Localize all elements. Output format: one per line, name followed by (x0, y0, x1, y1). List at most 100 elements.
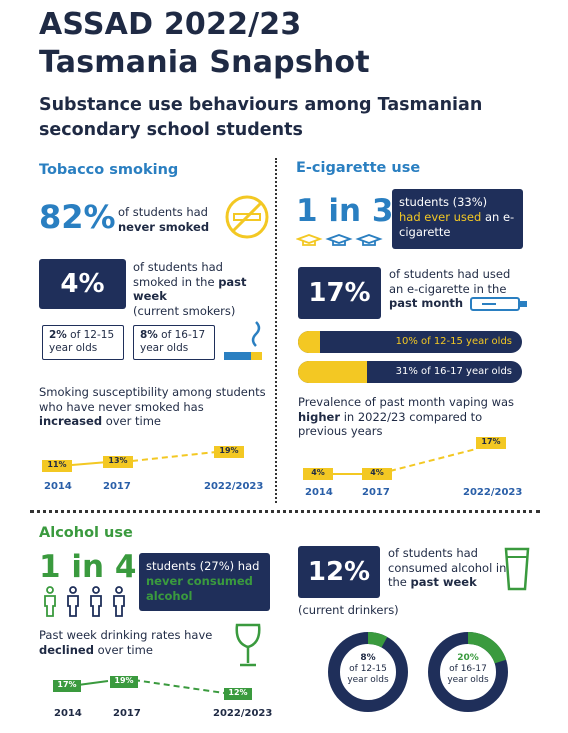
susceptibility-text: Smoking susceptibility among students wh… (39, 385, 269, 429)
past-month-ecig-value: 17% (308, 278, 371, 308)
vaping-trend-text-bold: higher (298, 409, 341, 424)
people-icons (40, 586, 132, 622)
drinking-trend-text-bold: declined (39, 642, 94, 657)
age-12-15-rest: of 12-15 year olds (49, 329, 115, 354)
drinking-2022-value: 12% (224, 688, 252, 700)
ecig-12-15-bar-fill (298, 331, 321, 353)
age-16-17-rest: of 16-17 year olds (140, 329, 206, 354)
donut-12-15 (328, 632, 408, 712)
vaping-trend-text: Prevalence of past month vaping was high… (298, 395, 528, 439)
never-consumed-highlight: never consumed alcohol (146, 574, 253, 603)
current-drinkers-note: (current drinkers) (298, 603, 399, 617)
past-month-ecig-box: 17% (298, 267, 381, 319)
vaping-2017-value: 4% (362, 468, 392, 480)
vaping-2022-value: 17% (476, 437, 506, 449)
never-consumed-alcohol-box: students (27%) had never consumed alcoho… (139, 553, 270, 611)
current-smokers-text-a: of students had (133, 260, 223, 274)
age-12-15-pct: 2% (49, 329, 67, 341)
page-title: ASSAD 2022/23 Tasmania Snapshot (39, 6, 370, 82)
vaping-trend-text-c: in 2022/23 compared to previous years (298, 409, 483, 439)
current-drinkers-text: of students had consumed alcohol in the … (388, 546, 508, 590)
never-smoked-text-b: never smoked (118, 219, 210, 234)
alcohol-ratio: 1 in 4 (39, 549, 137, 585)
current-smokers-text-b: smoked in the (133, 274, 215, 289)
vertical-divider (275, 158, 277, 503)
title-line-2: Tasmania Snapshot (39, 45, 370, 80)
ever-used-highlight: had ever used (399, 210, 482, 224)
smoking-trend-chart (71, 451, 217, 466)
never-smoked-text-a: of students had (118, 205, 208, 219)
smoking-2014-value: 11% (42, 460, 72, 472)
susceptibility-text-bold: increased (39, 414, 103, 428)
current-drinkers-text-a: of students had consumed alcohol in the (388, 546, 507, 589)
age-16-17-smoking: 8% of 16-17 year olds (133, 325, 215, 360)
susceptibility-text-a: Smoking susceptibility among students wh… (39, 385, 266, 414)
current-drinkers-box: 12% (298, 546, 380, 598)
donut-16-17-value: 20% (457, 653, 479, 663)
donut-16-17-arc (428, 632, 508, 712)
donut-12-15-text: 8% of 12-15 year olds (327, 653, 409, 686)
ecig-16-17-bar-fill (298, 361, 368, 383)
current-smokers-value: 4% (60, 269, 105, 299)
smoking-year-2017: 2017 (103, 481, 131, 492)
vape-icon (470, 296, 532, 316)
cigarette-icon (222, 320, 264, 370)
donut-12-15-value: 8% (360, 653, 376, 663)
ever-used-text-a: students (33%) (399, 195, 488, 209)
never-smoked-text: of students had never smoked (118, 205, 223, 234)
horizontal-divider (30, 510, 540, 513)
vaping-year-2014: 2014 (305, 487, 333, 498)
current-smokers-text: of students had smoked in the past week … (133, 260, 273, 318)
current-smokers-text-bold: past week (133, 274, 247, 304)
vaping-trend-text-a: Prevalence of past month vaping was (298, 395, 515, 409)
no-smoking-icon (223, 193, 271, 245)
current-smokers-box: 4% (39, 259, 126, 309)
smoking-year-2014: 2014 (44, 481, 72, 492)
smoking-2022-value: 19% (214, 446, 244, 458)
current-drinkers-value: 12% (307, 557, 371, 587)
ecig-ratio: 1 in 3 (296, 193, 394, 229)
ecig-heading: E-cigarette use (296, 160, 421, 176)
page-subtitle: Substance use behaviours among Tasmanian… (39, 95, 483, 140)
ecig-16-17-label: 31% of 16-17 year olds (395, 366, 512, 377)
never-smoked-stat: 82% (39, 198, 116, 236)
susceptibility-text-c: over time (105, 414, 162, 428)
ecig-12-15-label: 10% of 12-15 year olds (395, 336, 512, 347)
ever-used-ecig-box: students (33%) had ever used an e-cigare… (392, 189, 523, 249)
past-month-ecig-text-bold: past month (389, 296, 464, 310)
past-month-ecig-text-a: of students had used an e-cigarette in t… (389, 267, 511, 296)
donut-16-17-label: of 16-17 year olds (447, 664, 489, 685)
ecig-16-17-bar (298, 361, 522, 383)
drinking-trend-text-c: over time (97, 642, 153, 657)
ever-used-text-b: an e-cigarette (399, 210, 515, 239)
never-consumed-text-a: students (27%) had (146, 559, 260, 573)
current-drinkers-text-bold: past week (410, 575, 477, 589)
drinking-trend-text: Past week drinking rates have declined o… (39, 628, 229, 657)
smoking-2017-value: 13% (103, 456, 133, 468)
drinking-year-2022: 2022/2023 (213, 708, 273, 719)
vaping-year-2022: 2022/2023 (463, 487, 523, 498)
drinking-year-2014: 2014 (54, 708, 82, 719)
ecig-12-15-bar (298, 331, 522, 353)
age-12-15-smoking: 2% of 12-15 year olds (42, 325, 124, 360)
donut-16-17 (428, 632, 508, 712)
vaping-trend-chart (332, 448, 477, 475)
alcohol-heading: Alcohol use (39, 525, 133, 541)
title-line-1: ASSAD 2022/23 (39, 7, 302, 42)
current-smokers-text-c: (current smokers) (133, 303, 236, 318)
drinking-2014-value: 17% (53, 680, 81, 692)
vaping-year-2017: 2017 (362, 487, 390, 498)
beer-glass-icon (503, 547, 531, 595)
smoking-year-2022: 2022/2023 (204, 481, 264, 492)
age-16-17-pct: 8% (140, 329, 158, 341)
drinking-year-2017: 2017 (113, 708, 141, 719)
past-month-ecig-text: of students had used an e-cigarette in t… (389, 267, 519, 311)
wine-glass-icon (233, 623, 263, 673)
tobacco-heading: Tobacco smoking (39, 162, 179, 178)
donut-12-15-arc (328, 632, 408, 712)
drinking-trend-chart (77, 679, 225, 694)
vaping-2014-value: 4% (303, 468, 333, 480)
drinking-2017-value: 19% (110, 676, 138, 688)
grad-cap-icons (295, 233, 386, 252)
donut-16-17-text: 20% of 16-17 year olds (427, 653, 509, 686)
